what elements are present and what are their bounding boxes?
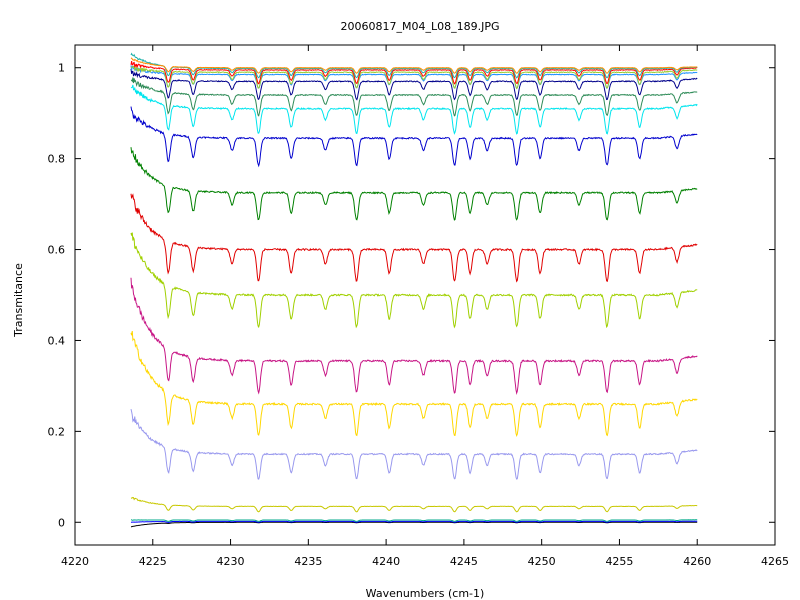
x-tick-label: 4255 xyxy=(605,555,633,568)
y-tick-label: 0.4 xyxy=(48,334,66,347)
y-axis: 0 0.2 0.4 0.6 0.8 1 xyxy=(48,62,775,529)
series-line xyxy=(130,193,698,283)
series-line xyxy=(130,521,698,528)
y-tick-label: 0.2 xyxy=(48,425,66,438)
series-line xyxy=(130,496,698,513)
series-line xyxy=(130,519,698,522)
y-tick-label: 0.6 xyxy=(48,244,66,257)
x-tick-label: 4245 xyxy=(450,555,478,568)
series-line xyxy=(130,277,698,395)
series-line xyxy=(130,520,698,523)
series-line xyxy=(130,77,698,117)
series-line xyxy=(130,52,698,79)
series-line xyxy=(130,65,698,90)
series-layer xyxy=(130,52,698,528)
series-line xyxy=(130,147,698,221)
plot-frame xyxy=(74,44,776,546)
x-tick-label: 4265 xyxy=(761,555,789,568)
x-tick-label: 4220 xyxy=(61,555,89,568)
x-axis: 4220 4225 4230 4235 4240 4245 4250 4255 4260 4265 xyxy=(61,45,789,568)
series-line xyxy=(130,330,698,438)
x-tick-label: 4250 xyxy=(528,555,556,568)
x-tick-label: 4260 xyxy=(683,555,711,568)
x-tick-label: 4240 xyxy=(372,555,400,568)
y-tick-label: 1 xyxy=(58,62,65,75)
series-line xyxy=(130,68,698,101)
y-axis-label: Transmitance xyxy=(12,263,25,338)
x-tick-label: 4230 xyxy=(217,555,245,568)
series-line xyxy=(130,57,698,74)
series-line xyxy=(130,60,698,85)
series-line xyxy=(130,106,698,168)
series-line xyxy=(130,65,698,89)
x-tick-label: 4225 xyxy=(139,555,167,568)
x-axis-label: Wavenumbers (cm-1) xyxy=(366,587,485,600)
x-tick-label: 4235 xyxy=(294,555,322,568)
y-tick-label: 0.8 xyxy=(48,153,66,166)
series-line xyxy=(130,84,698,135)
y-tick-label: 0 xyxy=(58,516,65,529)
series-line xyxy=(130,232,698,329)
series-line xyxy=(130,408,698,480)
chart-title: 20060817_M04_L08_189.JPG xyxy=(341,20,500,33)
